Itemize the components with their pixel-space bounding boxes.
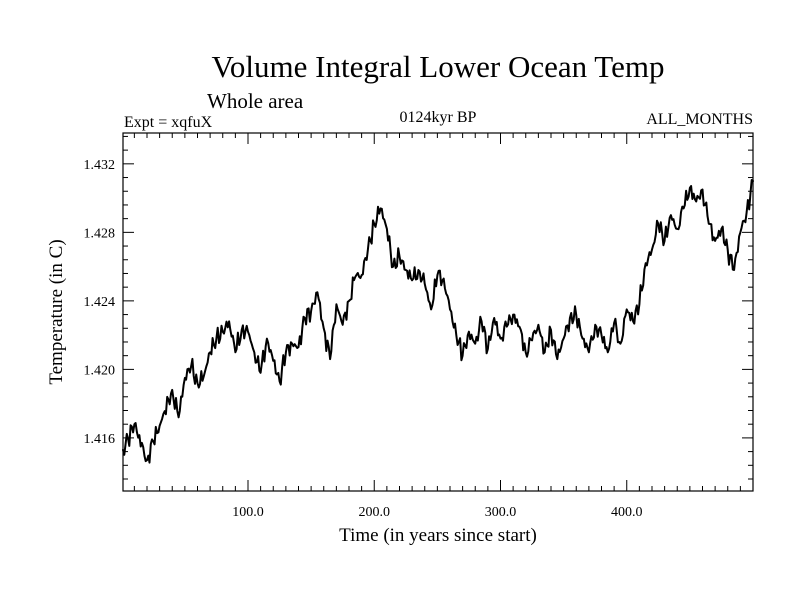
y-tick-label: 1.420 bbox=[84, 363, 116, 378]
chart-subtitle: Whole area bbox=[207, 89, 304, 113]
series-line-temperature bbox=[122, 179, 754, 464]
x-tick-label: 300.0 bbox=[485, 505, 517, 520]
x-tick-label: 100.0 bbox=[232, 505, 264, 520]
y-tick-label: 1.428 bbox=[84, 226, 116, 241]
y-axis-label: Temperature (in C) bbox=[46, 239, 67, 384]
tick-labels: 100.0 200.0 300.0 400.0 1.416 1.420 1.424 1.428… bbox=[84, 158, 643, 520]
plot-frame bbox=[122, 132, 754, 492]
axis-ticks bbox=[123, 133, 753, 491]
x-tick-label: 200.0 bbox=[358, 505, 390, 520]
chart-title: Volume Integral Lower Ocean Temp bbox=[212, 49, 665, 84]
y-tick-label: 1.432 bbox=[84, 158, 116, 173]
months-label: ALL_MONTHS bbox=[646, 111, 753, 128]
y-tick-label: 1.424 bbox=[84, 295, 116, 310]
x-tick-label: 400.0 bbox=[611, 505, 643, 520]
experiment-label: Expt = xqfuX bbox=[124, 114, 213, 131]
period-label: 0124kyr BP bbox=[400, 109, 477, 126]
y-tick-label: 1.416 bbox=[84, 432, 116, 447]
x-axis-label: Time (in years since start) bbox=[339, 525, 537, 546]
